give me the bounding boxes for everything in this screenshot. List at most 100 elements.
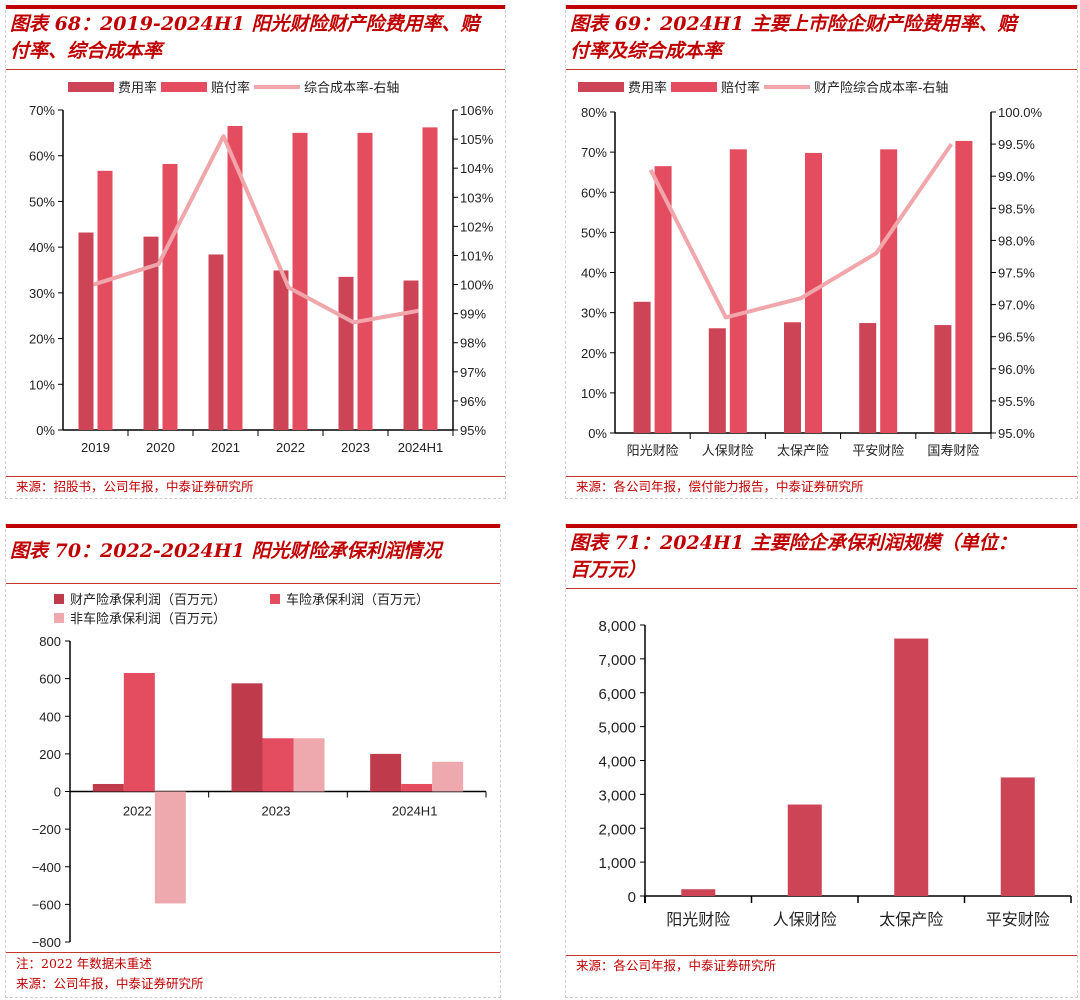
bar-property bbox=[370, 753, 402, 792]
right-tick-label: 105% bbox=[460, 132, 494, 147]
title-bar bbox=[6, 5, 505, 9]
x-category-label: 2024H1 bbox=[398, 440, 444, 455]
left-tick-label: 10% bbox=[581, 386, 607, 401]
right-tick-label: 99.5% bbox=[998, 137, 1035, 152]
bar-expense-ratio bbox=[143, 236, 159, 430]
y-tick-label: 7,000 bbox=[598, 652, 636, 669]
right-tick-label: 97.5% bbox=[998, 266, 1035, 281]
x-category-label: 2019 bbox=[81, 440, 110, 455]
y-tick-label: 4,000 bbox=[598, 754, 636, 771]
figure-71-title: 图表 71：2024H1 主要险企承保利润规模（单位： 百万元） bbox=[570, 532, 1017, 581]
figure-70-title: 图表 70：2022-2024H1 阳光财险承保利润情况 bbox=[10, 540, 442, 562]
bar-property bbox=[231, 683, 263, 792]
right-tick-label: 106% bbox=[460, 103, 494, 118]
note-divider bbox=[6, 952, 500, 953]
y-tick-label: −400 bbox=[32, 860, 61, 875]
legend-loss-ratio-swatch bbox=[161, 82, 207, 92]
figure-70-note: 注：2022 年数据未重述 bbox=[16, 956, 152, 971]
left-tick-label: 70% bbox=[29, 103, 55, 118]
bar-expense-ratio bbox=[934, 325, 952, 433]
right-tick-label: 95% bbox=[460, 423, 486, 438]
left-tick-label: 20% bbox=[581, 346, 607, 361]
bar-loss-ratio bbox=[729, 149, 747, 433]
right-tick-label: 95.5% bbox=[998, 394, 1035, 409]
x-category-label: 平安财险 bbox=[852, 444, 904, 459]
right-tick-label: 98.0% bbox=[998, 233, 1035, 248]
x-category-label: 2023 bbox=[341, 440, 370, 455]
bar-loss-ratio bbox=[292, 132, 308, 430]
left-tick-label: 40% bbox=[581, 266, 607, 281]
x-category-label: 阳光财险 bbox=[627, 444, 679, 459]
left-tick-label: 40% bbox=[29, 240, 55, 255]
left-tick-label: 60% bbox=[581, 185, 607, 200]
figure-71-panel: 图表 71：2024H1 主要险企承保利润规模（单位： 百万元） 0 1,000 2… bbox=[565, 524, 1078, 998]
legend-expense-ratio-label: 费用率 bbox=[628, 80, 667, 96]
y-tick-label: 5,000 bbox=[598, 720, 636, 737]
left-tick-label: 30% bbox=[29, 286, 55, 301]
left-tick-label: 60% bbox=[29, 149, 55, 164]
figure-68-source: 来源：招股书，公司年报，中泰证券研究所 bbox=[16, 479, 254, 494]
source-divider bbox=[566, 955, 1077, 956]
figure-71-chart: 0 1,000 2,000 3,000 4,000 5,000 6,000 7,000 8,00… bbox=[598, 618, 1072, 929]
bar-loss-ratio bbox=[357, 132, 373, 430]
bar-property bbox=[92, 783, 124, 792]
bar-expense-ratio bbox=[859, 323, 877, 433]
right-tick-label: 98% bbox=[460, 336, 486, 351]
right-tick-label: 100% bbox=[460, 278, 494, 293]
title-divider bbox=[566, 588, 1077, 589]
right-tick-label: 96.5% bbox=[998, 330, 1035, 345]
figure-68-chart: 费用率 赔付率 综合成本率-右轴 0% 10% 20% 30% 40% 50% 60% 70% 95%… bbox=[29, 80, 494, 455]
right-tick-label: 101% bbox=[460, 248, 494, 263]
legend-nonauto-swatch bbox=[54, 613, 64, 623]
legend-loss-ratio-label: 赔付率 bbox=[721, 80, 760, 96]
legend-combined-ratio-label: 综合成本率-右轴 bbox=[304, 80, 399, 96]
y-tick-label: −800 bbox=[32, 935, 61, 950]
bar-nonauto bbox=[293, 738, 325, 792]
right-tick-label: 97.0% bbox=[998, 298, 1035, 313]
figure-69-panel: 图表 69：2024H1 主要上市险企财产险费用率、赔 付率及综合成本率 费用率… bbox=[565, 5, 1078, 499]
bar-underwriting-profit bbox=[681, 889, 716, 896]
y-tick-label: 600 bbox=[39, 672, 61, 687]
x-category-label: 2022 bbox=[123, 804, 152, 819]
bar-expense-ratio bbox=[273, 270, 289, 430]
y-tick-label: −600 bbox=[32, 897, 61, 912]
figure-68-panel: 图表 68：2019-2024H1 阳光财险财产险费用率、赔 付率、综合成本率 … bbox=[5, 5, 506, 499]
left-tick-label: 30% bbox=[581, 306, 607, 321]
left-tick-label: 50% bbox=[581, 225, 607, 240]
right-tick-label: 97% bbox=[460, 365, 486, 380]
figure-71-source: 来源：各公司年报，中泰证券研究所 bbox=[576, 958, 777, 973]
right-tick-label: 98.5% bbox=[998, 201, 1035, 216]
bar-loss-ratio bbox=[422, 127, 438, 430]
figure-69-title: 图表 69：2024H1 主要上市险企财产险费用率、赔 付率及综合成本率 bbox=[570, 13, 1017, 62]
bar-nonauto bbox=[432, 761, 464, 792]
bar-loss-ratio bbox=[162, 163, 178, 430]
right-tick-label: 96.0% bbox=[998, 362, 1035, 377]
combined-ratio-line bbox=[648, 142, 954, 320]
y-tick-label: 200 bbox=[39, 747, 61, 762]
legend-auto-label: 车险承保利润（百万元） bbox=[286, 592, 429, 608]
bar-nonauto bbox=[154, 791, 186, 904]
bar-auto bbox=[123, 672, 155, 792]
left-tick-label: 0% bbox=[36, 423, 55, 438]
figure-69-source: 来源：各公司年报，偿付能力报告，中泰证券研究所 bbox=[576, 479, 864, 494]
title-bar bbox=[566, 5, 1077, 9]
left-tick-label: 20% bbox=[29, 332, 55, 347]
x-category-label: 2024H1 bbox=[392, 804, 438, 819]
left-tick-label: 50% bbox=[29, 194, 55, 209]
y-tick-label: 6,000 bbox=[598, 686, 636, 703]
figure-69-chart: 费用率 赔付率 财产险综合成本率-右轴 0% 10% 20% 30% 40% 50% 60% 70%… bbox=[578, 80, 1043, 459]
legend-property-label: 财产险承保利润（百万元） bbox=[70, 593, 226, 608]
x-category-label: 人保财险 bbox=[773, 910, 837, 929]
right-tick-label: 104% bbox=[460, 161, 494, 176]
source-divider bbox=[566, 476, 1077, 477]
right-tick-label: 95.0% bbox=[998, 426, 1035, 441]
bar-expense-ratio bbox=[338, 276, 354, 430]
right-tick-label: 99% bbox=[460, 307, 486, 322]
bar-expense-ratio bbox=[403, 280, 419, 430]
left-tick-label: 80% bbox=[581, 105, 607, 120]
y-tick-label: 2,000 bbox=[598, 821, 636, 838]
y-tick-label: 0 bbox=[54, 785, 61, 800]
left-tick-label: 70% bbox=[581, 145, 607, 160]
y-tick-label: 800 bbox=[39, 634, 61, 649]
legend-loss-ratio-swatch bbox=[671, 82, 717, 92]
